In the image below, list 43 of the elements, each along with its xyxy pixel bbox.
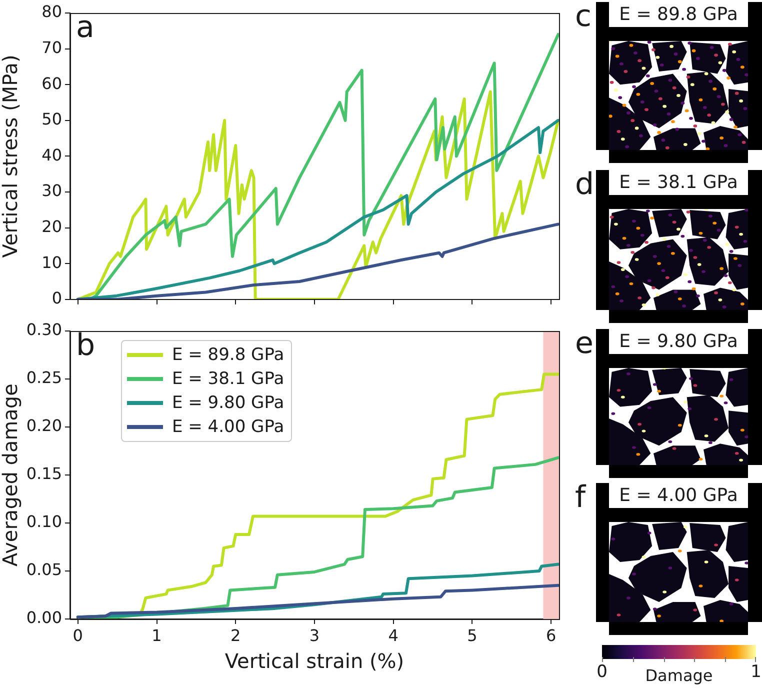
y-tick-label: 20 — [42, 216, 62, 236]
text: E = 89.8 GPa — [618, 3, 739, 27]
y-tick-label: 70 — [42, 38, 62, 57]
y-tick-label: 0.25 — [26, 368, 62, 388]
text: E = 38.1 GPa — [618, 171, 739, 195]
y-axis-title: Averaged damage — [0, 384, 22, 566]
y-tick-label: 0.30 — [26, 320, 62, 340]
x-tick-label: 5 — [467, 626, 478, 645]
legend-label: E = 38.1 GPa — [172, 369, 284, 389]
legend-label: E = 9.80 GPa — [172, 393, 284, 413]
text: E = 9.80 GPa — [618, 330, 739, 354]
text: e — [575, 326, 594, 361]
annotation: a — [76, 10, 94, 45]
y-tick-label: 10 — [42, 252, 62, 272]
y-tick-label: 80 — [42, 2, 62, 22]
annotation: b — [76, 328, 96, 363]
y-tick-label: 0.20 — [26, 416, 62, 436]
x-tick-label: 1 — [152, 626, 162, 645]
x-tick-label: 2 — [230, 626, 241, 645]
y-tick-label: 0.00 — [26, 608, 62, 628]
y-tick-label: 0 — [52, 288, 62, 308]
x-tick-label: 6 — [546, 626, 556, 645]
legend-label: E = 4.00 GPa — [172, 417, 284, 437]
color-bar-title: Damage — [645, 666, 713, 685]
x-tick-label: 0 — [72, 626, 83, 645]
y-axis-title: Vertical stress (MPa) — [0, 54, 22, 258]
y-tick-label: 50 — [42, 110, 62, 129]
y-tick-label: 0.05 — [26, 560, 62, 580]
text: 1 — [750, 662, 762, 682]
text: c — [575, 0, 592, 34]
y-tick-label: 40 — [42, 145, 62, 164]
text: f — [575, 480, 586, 515]
y-tick-label: 0.15 — [26, 464, 62, 484]
text: d — [575, 167, 594, 202]
x-tick-label: 4 — [388, 626, 398, 645]
x-tick-label: 3 — [309, 626, 320, 645]
y-tick-label: 0.10 — [26, 512, 62, 532]
x-axis-title: Vertical strain (%) — [224, 649, 404, 674]
text: E = 4.00 GPa — [618, 484, 739, 508]
y-tick-label: 30 — [42, 181, 62, 200]
text: 0 — [596, 662, 608, 682]
legend-label: E = 89.8 GPa — [172, 345, 284, 365]
y-tick-label: 60 — [42, 74, 62, 93]
